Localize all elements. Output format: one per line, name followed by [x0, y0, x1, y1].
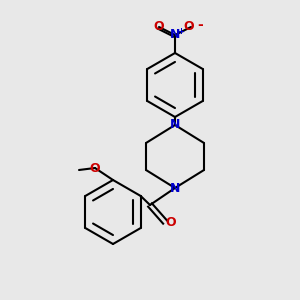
Text: N: N	[170, 182, 180, 194]
Text: N: N	[170, 118, 180, 131]
Text: +: +	[178, 26, 184, 35]
Text: O: O	[90, 161, 100, 175]
Text: N: N	[170, 28, 180, 41]
Text: O: O	[166, 215, 176, 229]
Text: -: -	[197, 18, 203, 32]
Text: O: O	[154, 20, 164, 34]
Text: O: O	[184, 20, 194, 34]
